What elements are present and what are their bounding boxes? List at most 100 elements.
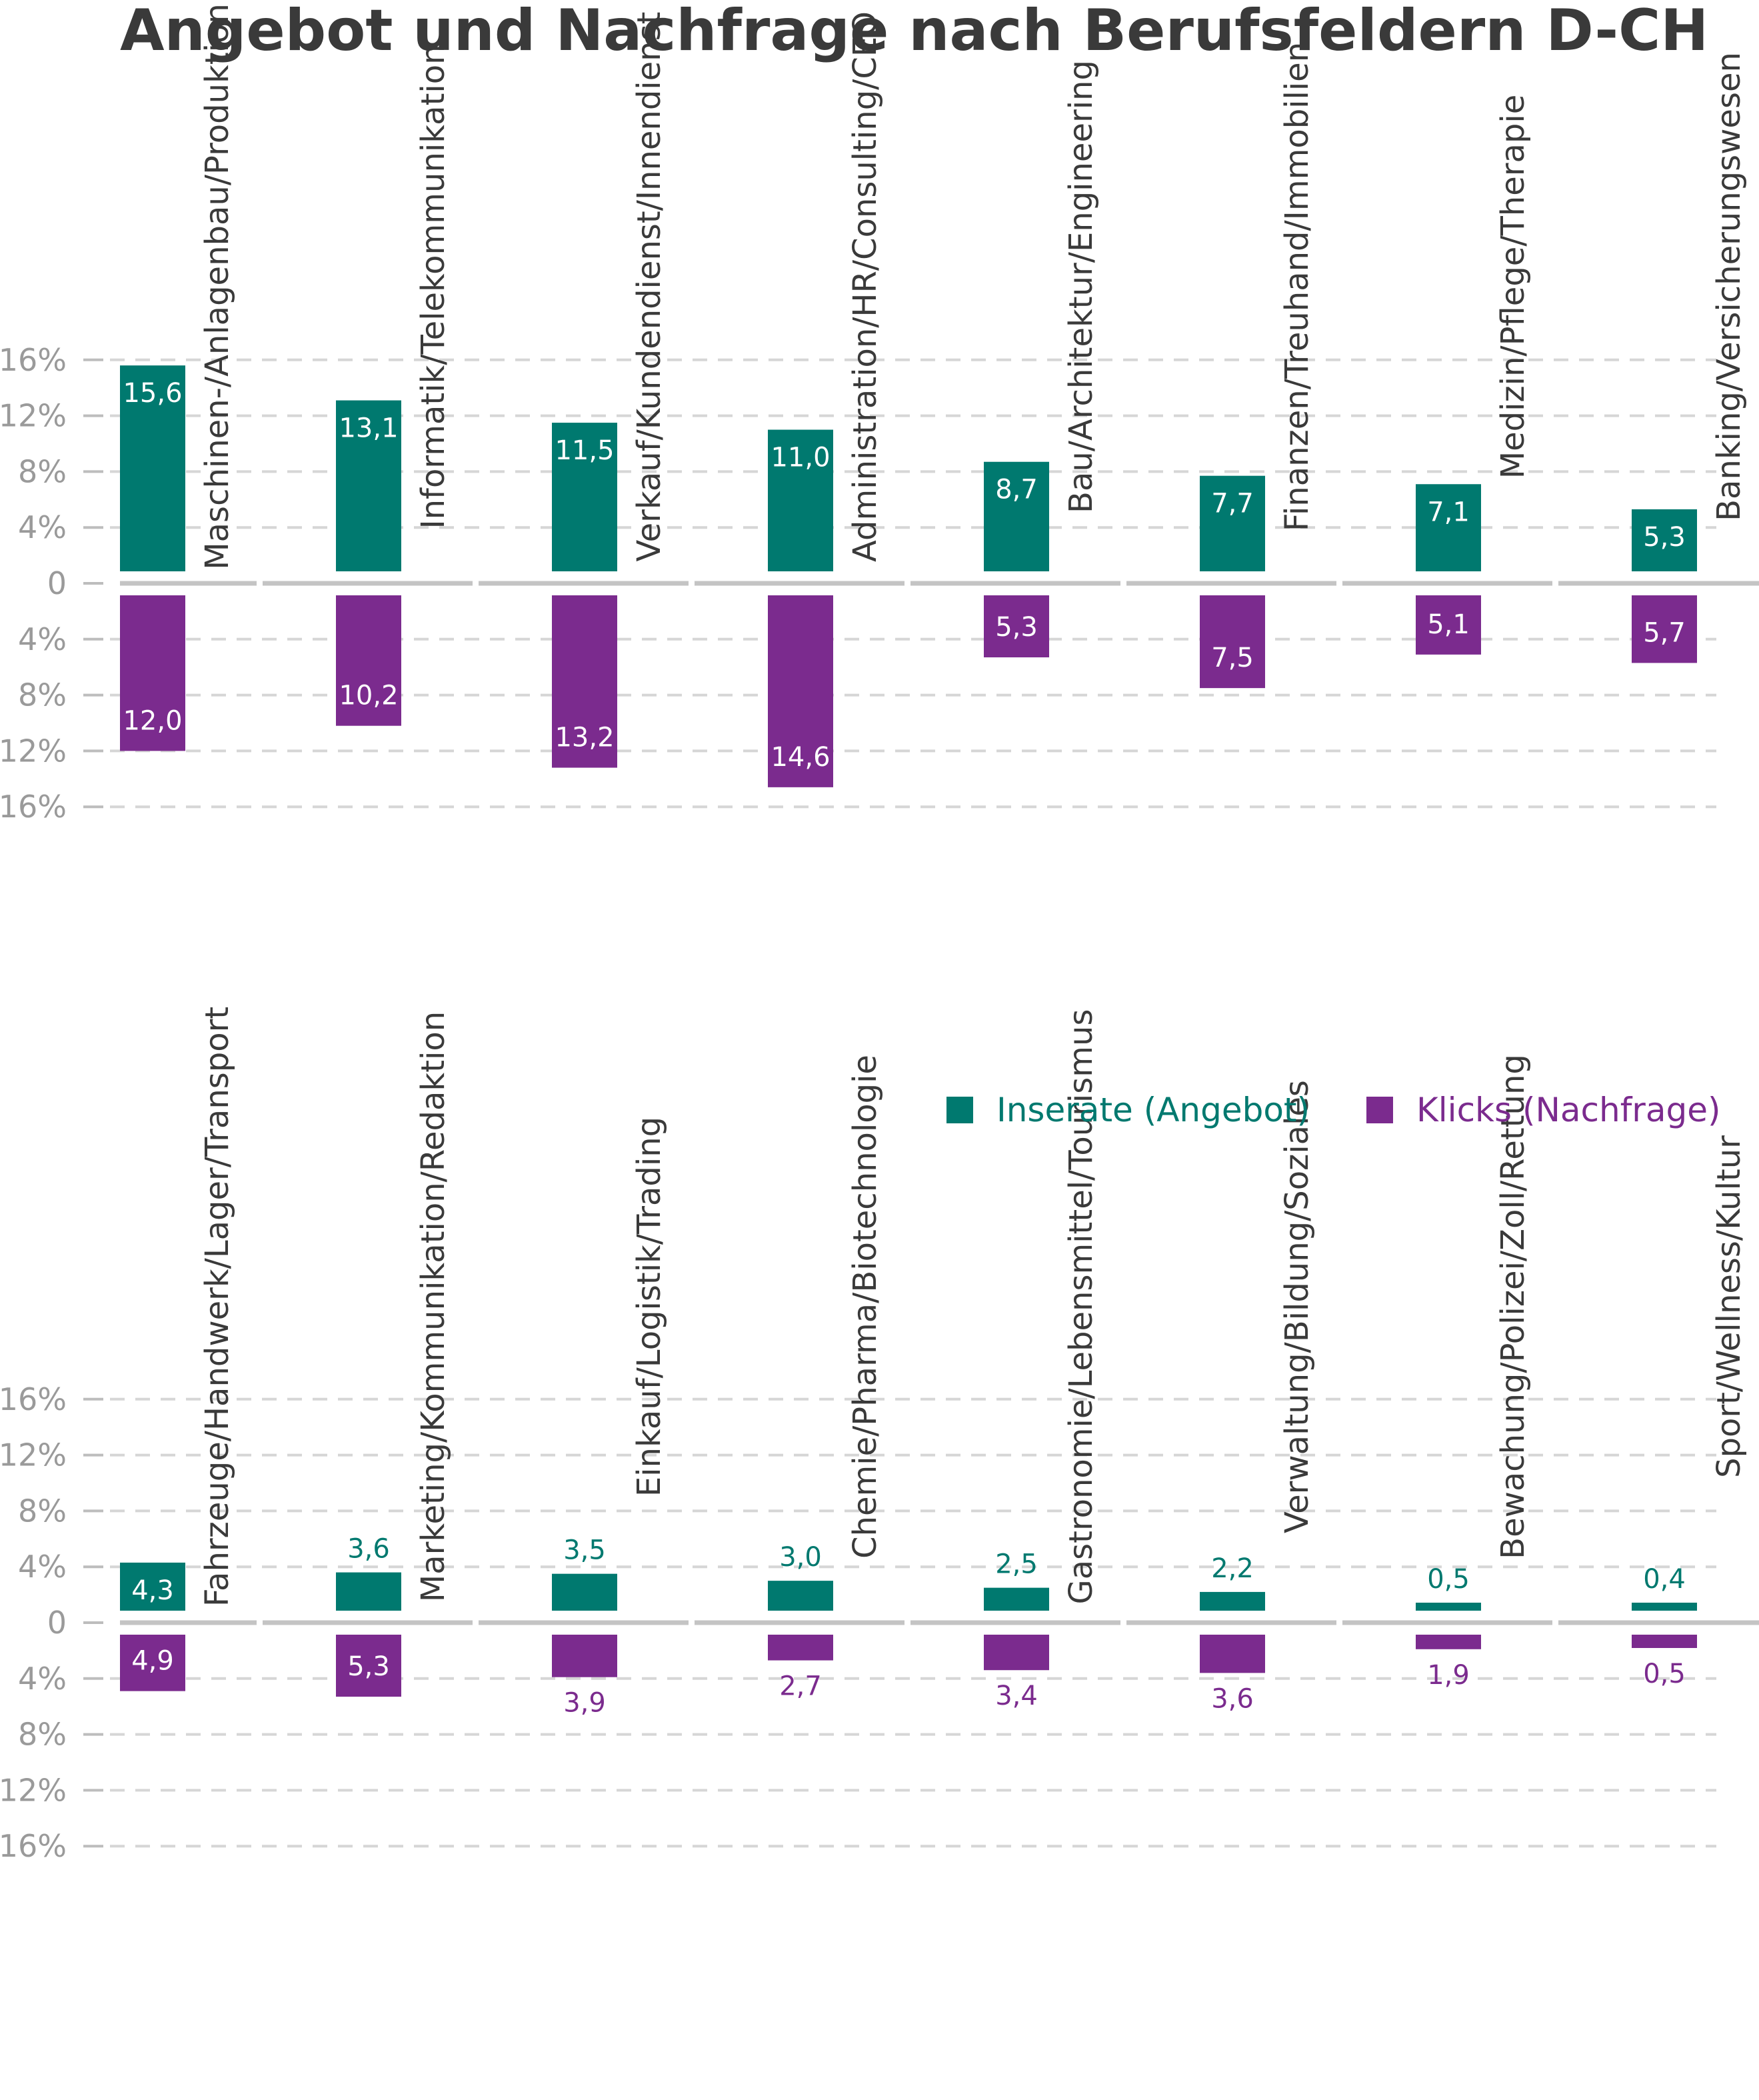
y-tick-label: 4% (18, 1661, 67, 1697)
category-label: Einkauf/Logistik/Trading (631, 1117, 668, 1497)
bar-nachfrage (984, 595, 1049, 658)
bar-angebot (1200, 475, 1265, 571)
value-label-nachfrage: 3,4 (995, 1681, 1038, 1711)
y-tick-label: 8% (18, 453, 67, 489)
value-label-angebot: 2,2 (1211, 1553, 1254, 1584)
bar-angebot (984, 461, 1049, 571)
value-label-angebot: 0,5 (1427, 1564, 1470, 1595)
y-tick-label: 4% (18, 1549, 67, 1585)
y-tick-label: 16% (0, 789, 67, 825)
category-label: Fahrzeuge/Handwerk/Lager/Transport (199, 1007, 236, 1607)
category-label: Banking/Versicherungswesen (1710, 52, 1748, 521)
bar-angebot (336, 400, 401, 571)
value-label-nachfrage: 3,9 (563, 1688, 606, 1719)
value-label-nachfrage: 12,0 (123, 705, 182, 736)
category-label: Informatik/Telekommunikation (415, 44, 452, 529)
value-label-nachfrage: 5,3 (995, 612, 1038, 643)
y-tick-label: 4% (18, 509, 67, 545)
category-label: Gastronomie/Lebensmittel/Tourismus (1062, 1009, 1100, 1605)
value-label-angebot: 15,6 (123, 378, 182, 409)
value-label-angebot: 13,1 (339, 413, 398, 444)
category-label: Marketing/Kommunikation/Redaktion (415, 1011, 452, 1602)
bar-angebot (336, 1572, 401, 1611)
bar-angebot (120, 1562, 185, 1611)
chart-panels: 16% 12% 8% 4% 0 4% 8% 12% 16% 15,6 12,0 Maschinen-/… (0, 3, 1759, 1864)
value-label-nachfrage: 4,9 (131, 1646, 174, 1677)
y-tick-label: 8% (18, 1493, 67, 1529)
value-label-nachfrage: 14,6 (771, 742, 830, 773)
bar-nachfrage (1200, 595, 1265, 689)
bar-angebot (1416, 484, 1481, 571)
value-label-nachfrage: 5,7 (1643, 617, 1686, 648)
value-label-angebot: 0,4 (1643, 1564, 1686, 1595)
value-label-angebot: 11,0 (771, 443, 830, 473)
category-label: Administration/HR/Consulting/CEO (847, 11, 884, 562)
bar-nachfrage (336, 1635, 401, 1697)
value-label-angebot: 4,3 (131, 1575, 174, 1606)
value-label-nachfrage: 7,5 (1211, 643, 1254, 673)
bar-nachfrage (552, 595, 617, 768)
value-label-nachfrage: 1,9 (1427, 1660, 1470, 1691)
legend-label-angebot: Inserate (Angebot) (996, 1091, 1310, 1129)
category-label: Finanzen/Treuhand/Immobilien (1278, 42, 1316, 531)
y-tick-label: 4% (18, 621, 67, 657)
y-tick-label: 16% (0, 1828, 67, 1864)
value-label-nachfrage: 13,2 (555, 723, 614, 753)
bar-nachfrage (1632, 595, 1697, 663)
bar-nachfrage (120, 1635, 185, 1691)
value-label-nachfrage: 5,1 (1427, 609, 1470, 640)
legend-swatch-angebot (946, 1097, 973, 1123)
bar-nachfrage (552, 1635, 617, 1677)
bar-nachfrage (1200, 1635, 1265, 1673)
category-label: Sport/Wellness/Kultur (1710, 1135, 1748, 1478)
bar-nachfrage (336, 595, 401, 726)
value-label-nachfrage: 5,3 (347, 1651, 390, 1682)
y-tick-label: 0 (47, 1605, 67, 1641)
category-label: Verwaltung/Bildung/Soziales (1278, 1080, 1316, 1533)
category-label: Medizin/Pflege/Therapie (1494, 95, 1532, 479)
value-label-angebot: 11,5 (555, 435, 614, 466)
category-label: Verkauf/Kundendienst/Innendienst (631, 12, 668, 562)
value-label-angebot: 7,7 (1211, 489, 1254, 519)
value-label-nachfrage: 0,5 (1643, 1659, 1686, 1689)
category-label: Maschinen-/Anlagenbau/Produktion (199, 3, 236, 570)
value-label-nachfrage: 3,6 (1211, 1683, 1254, 1714)
legend-label-nachfrage: Klicks (Nachfrage) (1416, 1091, 1721, 1129)
value-label-angebot: 7,1 (1427, 497, 1470, 527)
bar-nachfrage (1416, 595, 1481, 655)
bar-nachfrage (120, 595, 185, 751)
bar-angebot (768, 429, 833, 571)
bar-nachfrage (768, 1635, 833, 1661)
bar-angebot (1200, 1591, 1265, 1611)
value-label-nachfrage: 10,2 (339, 681, 398, 711)
y-tick-label: 12% (0, 1772, 67, 1808)
bar-angebot (1632, 509, 1697, 571)
y-tick-label: 0 (47, 565, 67, 601)
value-label-nachfrage: 2,7 (779, 1671, 822, 1702)
y-tick-label: 12% (0, 1437, 67, 1473)
y-tick-label: 8% (18, 1717, 67, 1753)
y-tick-label: 12% (0, 733, 67, 769)
bar-angebot (1632, 1603, 1697, 1611)
bar-nachfrage (1632, 1635, 1697, 1648)
bar-angebot (552, 423, 617, 571)
y-tick-label: 8% (18, 677, 67, 713)
legend: Inserate (Angebot) Klicks (Nachfrage) (946, 1091, 1721, 1129)
bar-nachfrage (984, 1635, 1049, 1671)
chart-title: Angebot und Nachfrage nach Berufsfeldern… (120, 0, 1708, 64)
category-label: Bewachung/Polizei/Zoll/Rettung (1494, 1054, 1532, 1559)
value-label-angebot: 5,3 (1643, 522, 1686, 553)
legend-swatch-nachfrage (1366, 1097, 1393, 1123)
bar-angebot (120, 365, 185, 571)
value-label-angebot: 8,7 (995, 475, 1038, 505)
y-tick-label: 16% (0, 1381, 67, 1417)
chart-panel-1: 16% 12% 8% 4% 0 4% 8% 12% 16% 15,6 12,0 Maschinen-/… (0, 3, 1759, 825)
y-tick-label: 12% (0, 398, 67, 434)
bar-nachfrage (1416, 1635, 1481, 1649)
bar-angebot (552, 1573, 617, 1611)
value-label-angebot: 2,5 (995, 1549, 1038, 1580)
value-label-angebot: 3,6 (347, 1534, 390, 1565)
value-label-angebot: 3,5 (563, 1535, 606, 1566)
category-label: Chemie/Pharma/Biotechnologie (847, 1055, 884, 1559)
